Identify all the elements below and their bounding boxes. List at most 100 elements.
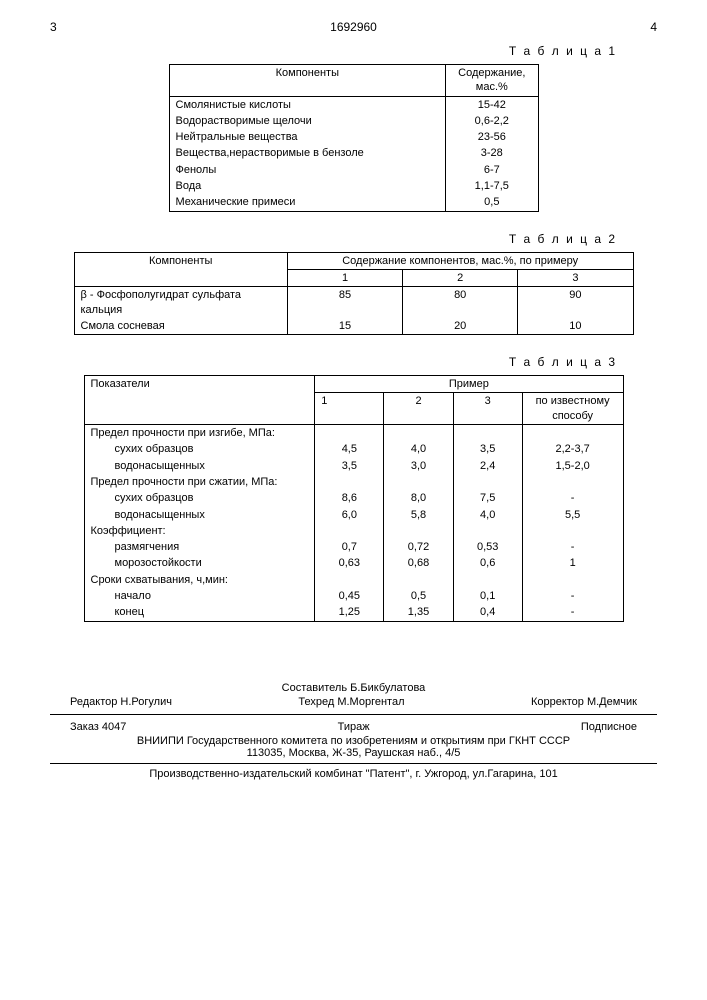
t3-label: начало (84, 588, 315, 604)
t3-label: Коэффициент: (84, 523, 315, 539)
t3-h1: Показатели (84, 376, 315, 425)
t3-val: 0,72 (384, 539, 453, 555)
t1-cell: Вещества,нерастворимые в бензоле (169, 145, 446, 161)
table2-caption: Т а б л и ц а 2 (50, 232, 617, 246)
print: Производственно-издательский комбинат "П… (50, 768, 657, 780)
t2-sub: 2 (403, 269, 518, 286)
page-header: 3 1692960 4 (50, 20, 657, 34)
t2-val: 90 (518, 287, 633, 318)
compiler: Составитель Б.Бикбулатова (50, 682, 657, 694)
t3-val (384, 523, 453, 539)
subscription: Подписное (581, 721, 637, 733)
t3-label: конец (84, 604, 315, 621)
t3-val: 3,5 (315, 458, 384, 474)
t3-val (384, 474, 453, 490)
t3-val (315, 474, 384, 490)
t3-val (522, 572, 623, 588)
editor: Редактор Н.Рогулич (70, 696, 172, 708)
table-3: Показатели Пример 123по известному спосо… (84, 375, 624, 621)
t2-val: 20 (403, 318, 518, 335)
t3-val: 0,1 (453, 588, 522, 604)
t3-val: 8,0 (384, 490, 453, 506)
t3-val: 1,35 (384, 604, 453, 621)
tirage: Тираж (338, 721, 370, 733)
t3-val: 2,2-3,7 (522, 441, 623, 457)
t3-label: водонасыщенных (84, 458, 315, 474)
t3-label: морозостойкости (84, 555, 315, 571)
t3-sub: 2 (384, 393, 453, 425)
t3-val: 4,0 (453, 507, 522, 523)
t3-val (522, 425, 623, 442)
t3-h2: Пример (315, 376, 623, 393)
t3-label: водонасыщенных (84, 507, 315, 523)
t3-val: 8,6 (315, 490, 384, 506)
t3-val (522, 474, 623, 490)
t3-val (315, 572, 384, 588)
t1-val: 6-7 (446, 162, 538, 178)
t3-val: 1 (522, 555, 623, 571)
col-left: 3 (50, 20, 57, 34)
t3-val (453, 425, 522, 442)
addr: 113035, Москва, Ж-35, Раушская наб., 4/5 (50, 747, 657, 759)
t3-val (315, 425, 384, 442)
t3-val: 0,4 (453, 604, 522, 621)
t1-val: 3-28 (446, 145, 538, 161)
t2-val: 80 (403, 287, 518, 318)
t2-label: β - Фосфополугидрат сульфата кальция (74, 287, 287, 318)
table1-caption: Т а б л и ц а 1 (50, 44, 617, 58)
t3-val: - (522, 604, 623, 621)
t1-cell: Вода (169, 178, 446, 194)
order: Заказ 4047 (70, 721, 126, 733)
corrector: Корректор М.Демчик (531, 696, 637, 708)
t3-val: 1,25 (315, 604, 384, 621)
t3-val: 0,6 (453, 555, 522, 571)
t2-label: Смола сосневая (74, 318, 287, 335)
t2-val: 85 (287, 287, 402, 318)
t3-val: 4,5 (315, 441, 384, 457)
t3-val: - (522, 490, 623, 506)
t3-sub: 1 (315, 393, 384, 425)
t3-val: 7,5 (453, 490, 522, 506)
t1-cell: Фенолы (169, 162, 446, 178)
t3-val: 0,7 (315, 539, 384, 555)
t1-val: 0,6-2,2 (446, 113, 538, 129)
table-1: Компоненты Содержание, мас.% Смолянистые… (169, 64, 539, 212)
t3-val (384, 425, 453, 442)
t1-cell: Смолянистые кислоты (169, 96, 446, 113)
t3-val: 2,4 (453, 458, 522, 474)
t2-val: 10 (518, 318, 633, 335)
t2-h2: Содержание компонентов, мас.%, по пример… (287, 252, 633, 269)
t2-sub: 3 (518, 269, 633, 286)
t3-val (522, 523, 623, 539)
doc-number: 1692960 (330, 20, 377, 34)
t3-val: 5,5 (522, 507, 623, 523)
t1-val: 0,5 (446, 194, 538, 211)
t3-val: - (522, 539, 623, 555)
t3-val: 3,5 (453, 441, 522, 457)
table-2: Компоненты Содержание компонентов, мас.%… (74, 252, 634, 335)
t3-val: 4,0 (384, 441, 453, 457)
t2-sub: 1 (287, 269, 402, 286)
t3-sub: по известному способу (522, 393, 623, 425)
t1-cell: Водорастворимые щелочи (169, 113, 446, 129)
t3-val: 0,45 (315, 588, 384, 604)
t3-val: 0,68 (384, 555, 453, 571)
t3-val (453, 572, 522, 588)
t3-label: Предел прочности при изгибе, МПа: (84, 425, 315, 442)
col-right: 4 (650, 20, 657, 34)
t1-h2: Содержание, мас.% (446, 65, 538, 97)
t1-val: 15-42 (446, 96, 538, 113)
t1-val: 23-56 (446, 129, 538, 145)
t3-label: Предел прочности при сжатии, МПа: (84, 474, 315, 490)
t3-val: 6,0 (315, 507, 384, 523)
t3-val: 3,0 (384, 458, 453, 474)
t2-val: 15 (287, 318, 402, 335)
table3-caption: Т а б л и ц а 3 (50, 355, 617, 369)
t1-val: 1,1-7,5 (446, 178, 538, 194)
t3-val (453, 474, 522, 490)
t3-label: размягчения (84, 539, 315, 555)
t2-h1: Компоненты (74, 252, 287, 287)
tech: Техред М.Моргентал (298, 696, 404, 708)
t3-val: - (522, 588, 623, 604)
t3-label: сухих образцов (84, 490, 315, 506)
